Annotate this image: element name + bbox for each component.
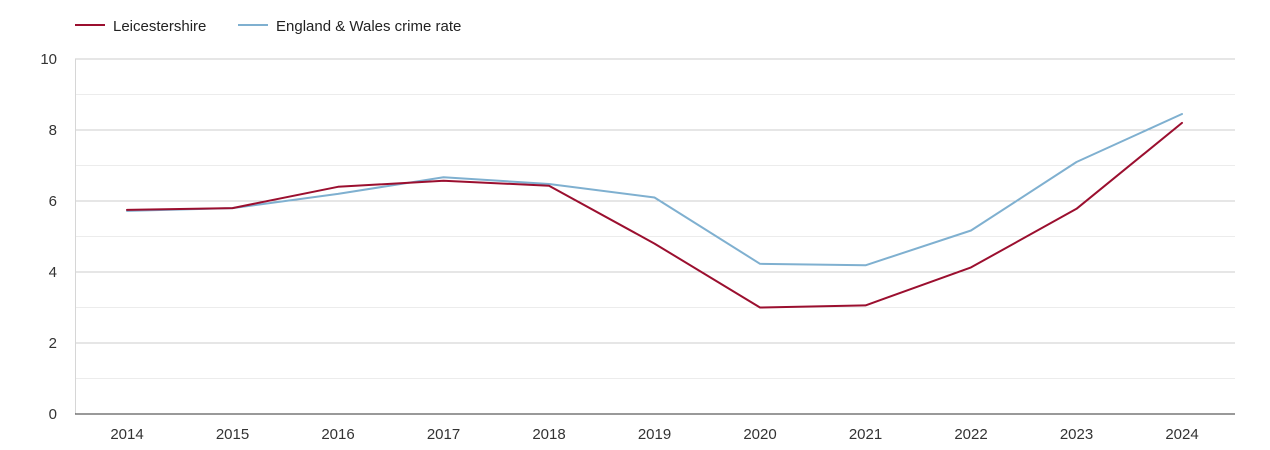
y-tick-label: 4 xyxy=(49,264,57,281)
gridlines xyxy=(75,58,1235,379)
x-tick-label-2023: 2023 xyxy=(1060,426,1093,443)
x-tick-label-2017: 2017 xyxy=(427,426,460,443)
legend-item-england-wales[interactable]: England & Wales crime rate xyxy=(238,18,461,35)
y-tick-label: 2 xyxy=(49,335,57,352)
x-tick-label-2016: 2016 xyxy=(321,426,354,443)
legend: Leicestershire England & Wales crime rat… xyxy=(75,18,461,35)
x-tick-label-2020: 2020 xyxy=(743,426,776,443)
legend-label-england-wales: England & Wales crime rate xyxy=(276,18,461,35)
x-tick-label-2021: 2021 xyxy=(849,426,882,443)
y-tick-label: 0 xyxy=(49,406,57,423)
series-line-england-wales-crime-rate[interactable] xyxy=(126,113,1183,267)
x-axis: 2014 2015 2016 2017 2018 2019 2020 2021 2022 2023… xyxy=(75,413,1235,443)
y-tick-label: 8 xyxy=(49,122,57,139)
x-tick-label-2018: 2018 xyxy=(532,426,565,443)
series-line-leicestershire[interactable] xyxy=(126,121,1183,309)
legend-label-leicestershire: Leicestershire xyxy=(113,18,206,35)
x-tick-label-2015: 2015 xyxy=(216,426,249,443)
series-lines xyxy=(126,113,1183,309)
x-tick-label-2022: 2022 xyxy=(954,426,987,443)
y-tick-label: 6 xyxy=(49,193,57,210)
legend-item-leicestershire[interactable]: Leicestershire xyxy=(75,18,206,35)
x-tick-label-2019: 2019 xyxy=(638,426,671,443)
y-axis: 0 2 4 6 8 10 xyxy=(40,51,76,423)
x-tick-label-2014: 2014 xyxy=(110,426,143,443)
x-tick-label-2024: 2024 xyxy=(1165,426,1198,443)
y-tick-label: 10 xyxy=(40,51,57,68)
